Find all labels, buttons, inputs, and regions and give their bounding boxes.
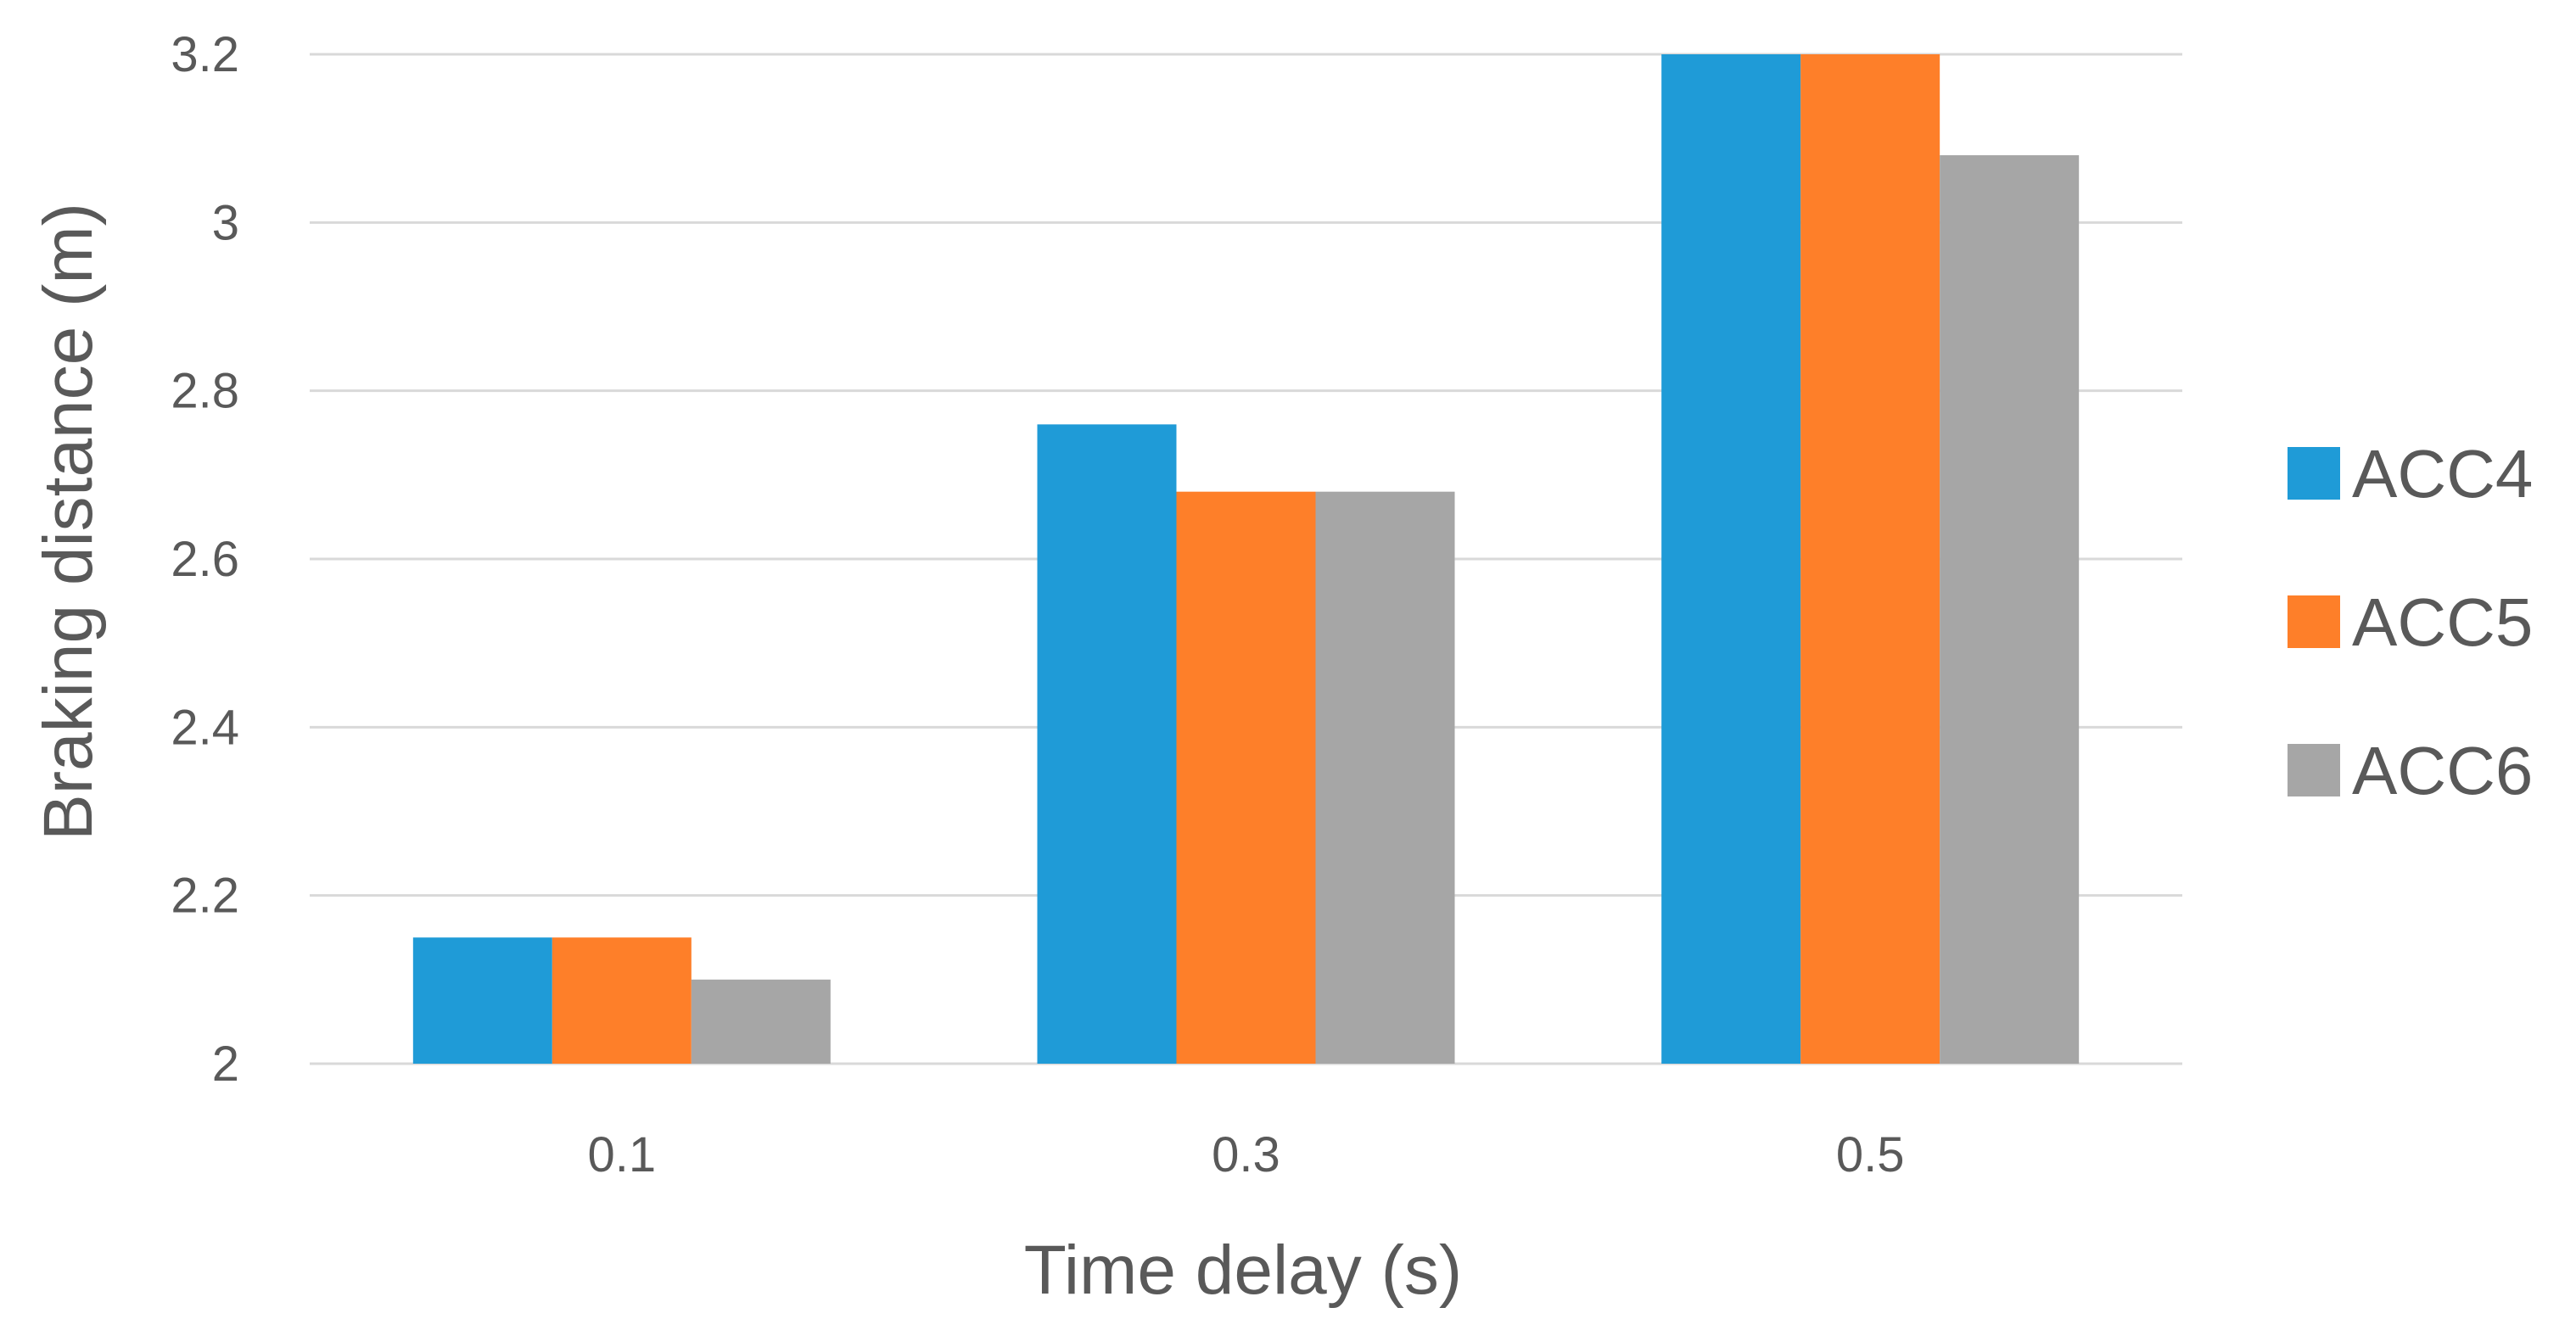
y-tick-label: 2 [212,1037,239,1092]
legend-swatch-acc6 [2288,744,2340,796]
bar-acc5-0_3 [1176,491,1316,1064]
bar-acc6-0_5 [1940,155,2080,1064]
bar-acc6-0_1 [691,979,831,1064]
legend-swatch-acc5 [2288,595,2340,648]
bar-acc6-0_3 [1315,491,1455,1064]
y-axis-title: Braking distance (m) [30,203,107,841]
x-tick-label: 0.5 [1836,1127,1905,1182]
legend-swatch-acc4 [2288,447,2340,500]
y-tick-label: 2.6 [171,532,239,587]
y-tick-label: 2.4 [171,700,239,755]
bar-acc4-0_1 [412,937,552,1064]
legend-label-acc4: ACC4 [2352,436,2533,511]
legend: ACC4 ACC5 ACC6 [2288,436,2533,808]
x-axis-ticks: 0.1 0.3 0.5 [588,1127,1905,1182]
y-tick-label: 2.2 [171,869,239,924]
x-tick-label: 0.3 [1212,1127,1280,1182]
y-tick-label: 3 [212,195,239,250]
legend-label-acc6: ACC6 [2352,733,2533,808]
bar-acc5-0_1 [552,937,692,1064]
bar-acc5-0_5 [1800,54,1940,1064]
legend-label-acc5: ACC5 [2352,584,2533,660]
bar-acc4-0_5 [1661,54,1801,1064]
x-axis-title: Time delay (s) [1024,1232,1462,1309]
bars [412,54,2080,1064]
bar-acc4-0_3 [1037,424,1177,1064]
y-axis-ticks: 2 2.2 2.4 2.6 2.8 3 3.2 [171,27,239,1092]
x-tick-label: 0.1 [588,1127,657,1182]
y-tick-label: 3.2 [171,27,239,82]
y-tick-label: 2.8 [171,364,239,419]
